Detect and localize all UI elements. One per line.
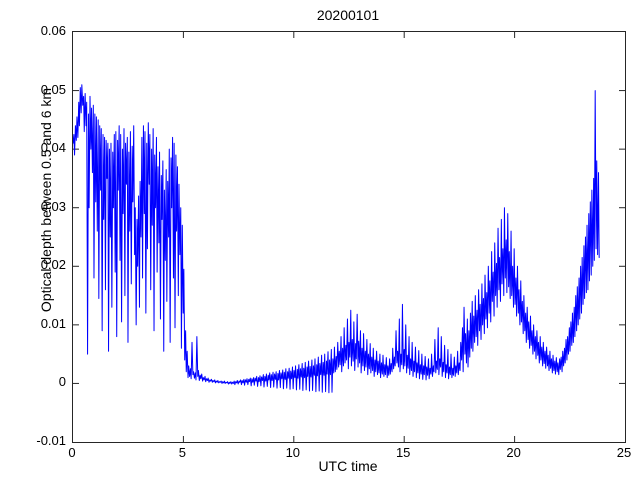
- y-tick-label: 0: [58, 374, 66, 390]
- y-tick-label: 0.02: [40, 257, 66, 273]
- y-tick-label: 0.05: [40, 81, 66, 97]
- x-tick-label: 10: [285, 445, 301, 460]
- y-tick-label: 0.06: [40, 23, 66, 38]
- x-tick-label: 5: [178, 445, 186, 460]
- x-tick-label: 25: [616, 445, 632, 460]
- y-tick-label: 0.03: [40, 198, 66, 214]
- x-tick-label: 20: [506, 445, 521, 460]
- data-plot-svg: [73, 32, 625, 442]
- data-series-line: [73, 84, 600, 394]
- x-tick-label: 0: [68, 445, 76, 460]
- x-tick-label: 15: [395, 445, 411, 460]
- plot-area: [72, 31, 626, 443]
- y-tick-label: 0.01: [40, 315, 66, 331]
- axis-ticks: [73, 32, 625, 442]
- chart-title: 20200101: [316, 7, 380, 23]
- x-axis-label: UTC time: [318, 458, 378, 474]
- y-tick-label: -0.01: [36, 433, 66, 448]
- y-tick-label: 0.04: [40, 140, 66, 156]
